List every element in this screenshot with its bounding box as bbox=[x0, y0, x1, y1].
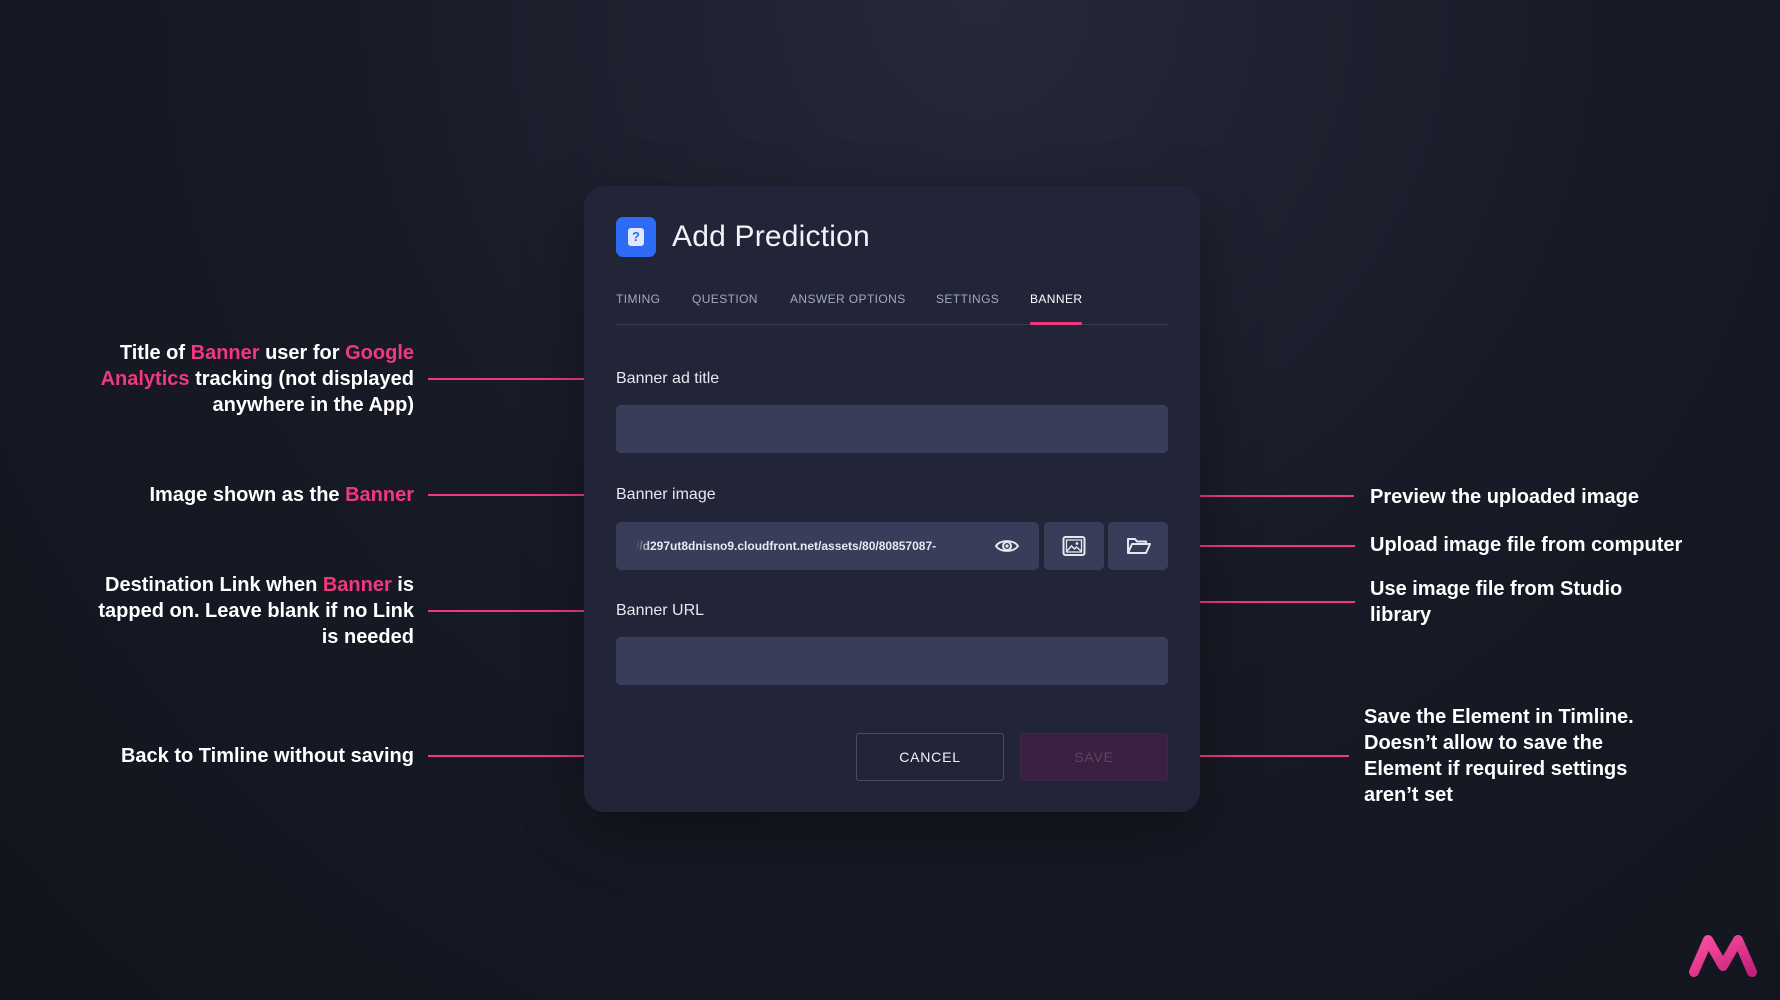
banner-image-field[interactable]: //d297ut8dnisno9.cloudfront.net/assets/8… bbox=[616, 522, 1039, 570]
annotation-banner-url: Destination Link when Banner is tapped o… bbox=[98, 574, 414, 648]
question-mark-icon: ? bbox=[616, 217, 656, 257]
banner-image-label: Banner image bbox=[616, 486, 716, 503]
question-glyph: ? bbox=[628, 228, 644, 246]
upload-file-button[interactable] bbox=[1108, 522, 1168, 570]
tab-question[interactable]: QUESTION bbox=[692, 292, 758, 306]
active-tab-indicator bbox=[1030, 322, 1082, 325]
annotation-cancel: Back to Timline without saving bbox=[120, 745, 414, 767]
banner-image-url: //d297ut8dnisno9.cloudfront.net/assets/8… bbox=[636, 539, 937, 553]
banner-title-label: Banner ad title bbox=[616, 370, 720, 387]
tab-settings[interactable]: SETTINGS bbox=[936, 292, 1000, 306]
tab-banner[interactable]: BANNER bbox=[1030, 292, 1083, 306]
add-prediction-dialog: ? Add Prediction TIMING QUESTION ANSWER … bbox=[584, 186, 1200, 812]
tab-answer-options[interactable]: ANSWER OPTIONS bbox=[790, 292, 906, 306]
annotation-preview: Preview the uploaded image bbox=[1370, 486, 1639, 508]
annotation-library: Use image file from Studio library bbox=[1370, 578, 1623, 626]
studio-library-button[interactable] bbox=[1044, 522, 1104, 570]
tab-timing[interactable]: TIMING bbox=[616, 292, 661, 306]
banner-url-input[interactable] bbox=[616, 637, 1168, 685]
tab-bar: TIMING QUESTION ANSWER OPTIONS SETTINGS … bbox=[616, 290, 1168, 325]
annotation-save: Save the Element in Timline. Doesn’t all… bbox=[1364, 706, 1634, 806]
save-button[interactable]: SAVE bbox=[1020, 733, 1168, 781]
annotation-banner-image: Image shown as the Banner bbox=[149, 484, 414, 506]
annotation-upload: Upload image file from computer bbox=[1370, 534, 1683, 556]
banner-url-label: Banner URL bbox=[616, 602, 705, 619]
image-icon bbox=[1062, 536, 1086, 556]
folder-open-icon bbox=[1127, 538, 1151, 554]
cancel-button[interactable]: CANCEL bbox=[856, 733, 1004, 781]
annotation-banner-title: Title of Banner user for Google Analytic… bbox=[100, 342, 414, 416]
banner-title-input[interactable] bbox=[616, 405, 1168, 453]
brand-m-logo bbox=[1689, 935, 1757, 977]
dialog-title: Add Prediction bbox=[672, 220, 870, 253]
preview-eye-icon[interactable] bbox=[994, 534, 1020, 558]
